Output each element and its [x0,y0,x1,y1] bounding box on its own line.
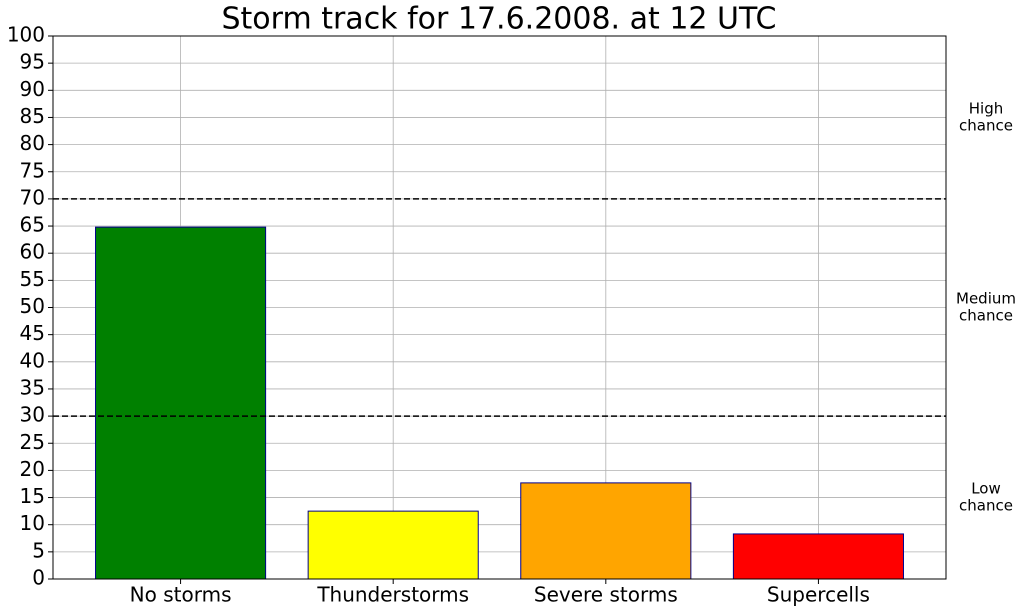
y-tick-label: 45 [20,321,45,345]
y-tick-label: 90 [20,77,45,101]
y-tick-label: 20 [20,457,45,481]
zone-label: Medium [956,290,1016,308]
y-tick-label: 25 [20,430,45,454]
y-tick-label: 5 [32,538,45,562]
y-tick-label: 75 [20,158,45,182]
x-tick-label: Supercells [767,583,870,607]
y-tick-label: 50 [20,294,45,318]
y-tick-label: 30 [20,403,45,427]
y-tick-label: 100 [7,23,45,47]
y-tick-label: 70 [20,185,45,209]
y-tick-label: 95 [20,50,45,74]
y-tick-label: 60 [20,240,45,264]
zone-label: chance [959,116,1013,134]
y-tick-label: 85 [20,104,45,128]
x-tick-label: Severe storms [534,583,678,607]
zone-label: chance [959,307,1013,325]
zone-label: Low [971,480,1001,498]
chart-title: Storm track for 17.6.2008. at 12 UTC [221,2,776,37]
x-tick-label: No storms [130,583,232,607]
y-tick-label: 0 [32,566,45,590]
zone-label: High [969,99,1003,117]
y-tick-label: 55 [20,267,45,291]
plot-frame [52,35,947,580]
y-tick-label: 80 [20,131,45,155]
y-tick-label: 65 [20,213,45,237]
x-tick-label: Thunderstorms [316,583,469,607]
bar [95,226,267,580]
y-tick-label: 35 [20,375,45,399]
zone-label: chance [959,497,1013,515]
bar [520,482,692,580]
bar [307,510,479,580]
y-tick-label: 10 [20,511,45,535]
y-tick-label: 40 [20,348,45,372]
y-tick-label: 15 [20,484,45,508]
bar [732,533,904,580]
